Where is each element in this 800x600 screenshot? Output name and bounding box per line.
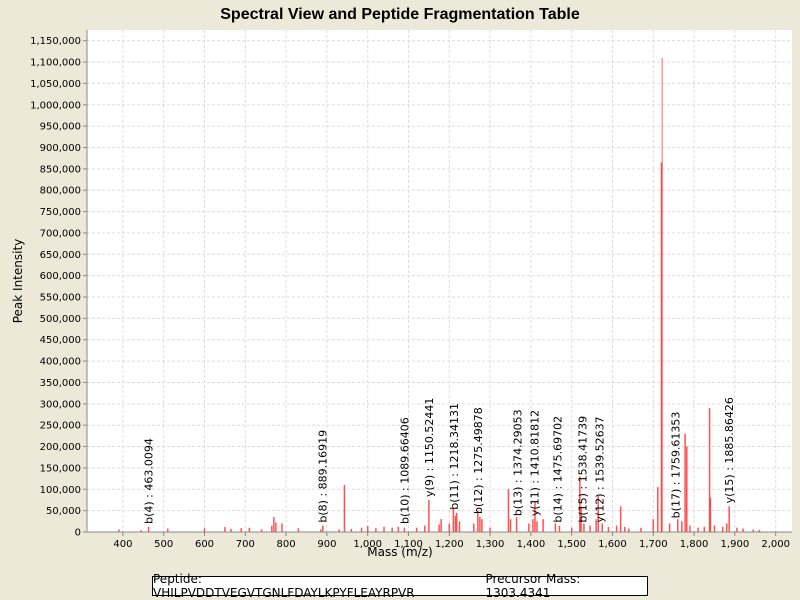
- x-tick-label: 500: [154, 539, 173, 550]
- y-tick-label: 400,000: [40, 357, 81, 368]
- x-tick-label: 1,000: [353, 539, 382, 550]
- y-tick-label: 900,000: [40, 143, 81, 154]
- x-tick-label: 400: [113, 539, 132, 550]
- fragment-annotation: y(11) : 1410.81812: [528, 410, 541, 516]
- y-tick-label: 600,000: [40, 271, 81, 282]
- fragment-annotation: b(10) : 1089.66406: [398, 417, 411, 524]
- y-tick-label: 1,150,000: [30, 36, 81, 47]
- x-tick-label: 1,700: [639, 539, 668, 550]
- y-tick-label: 350,000: [40, 378, 81, 389]
- x-tick-label: 1,400: [517, 539, 546, 550]
- y-tick-label: 1,050,000: [30, 79, 81, 90]
- fragment-annotation: b(14) : 1475.69702: [551, 416, 564, 523]
- x-tick-label: 900: [317, 539, 336, 550]
- x-tick-label: 1,200: [435, 539, 464, 550]
- x-tick-label: 800: [277, 539, 296, 550]
- y-tick-label: 50,000: [46, 506, 81, 517]
- x-tick-label: 1,800: [680, 539, 709, 550]
- axes: 400 500 600 700 800 900 1,000 1,100 1,200 1,300 1,…: [30, 30, 792, 550]
- x-tick-label: 700: [236, 539, 255, 550]
- x-tick-label: 1,500: [557, 539, 586, 550]
- peptide-sequence: Peptide: VHILPVDDTVEGVTGNLFDAYLKPYFLEAYR…: [153, 572, 415, 600]
- y-tick-label: 150,000: [40, 463, 81, 474]
- x-tick-label: 1,100: [394, 539, 423, 550]
- x-tick-label: 1,300: [476, 539, 505, 550]
- x-tick-label: 1,600: [598, 539, 627, 550]
- peptide-info-box: Peptide: VHILPVDDTVEGVTGNLFDAYLKPYFLEAYR…: [152, 572, 648, 600]
- y-tick-label: 300,000: [40, 399, 81, 410]
- x-tick-label: 2,000: [761, 539, 790, 550]
- y-tick-label: 750,000: [40, 207, 81, 218]
- y-tick-label: 1,100,000: [30, 58, 81, 69]
- chart-title: Spectral View and Peptide Fragmentation …: [220, 6, 580, 23]
- y-tick-label: 950,000: [40, 122, 81, 133]
- fragment-annotation: y(12) : 1539.52637: [594, 416, 607, 522]
- y-tick-label: 850,000: [40, 164, 81, 175]
- x-axis-label: Mass (m/z): [367, 545, 432, 559]
- y-tick-label: 800,000: [40, 186, 81, 197]
- fragment-annotation: b(11) : 1218.34131: [448, 403, 461, 510]
- peaks: [118, 57, 761, 532]
- fragment-annotation: b(13) : 1374.29053: [511, 409, 524, 516]
- fragment-annotation: b(8) : 889.16919: [316, 430, 329, 523]
- y-tick-label: 0: [75, 528, 81, 539]
- y-tick-label: 250,000: [40, 421, 81, 432]
- y-tick-label: 650,000: [40, 250, 81, 261]
- fragment-annotation: b(17) : 1759.61353: [670, 412, 683, 519]
- grid: [87, 30, 792, 533]
- x-tick-label: 600: [195, 539, 214, 550]
- fragment-annotation: y(15) : 1885.86426: [723, 397, 736, 503]
- x-tick-label: 1,900: [721, 539, 750, 550]
- y-tick-label: 1,000,000: [30, 100, 81, 111]
- y-tick-label: 200,000: [40, 442, 81, 453]
- precursor-mass: Precursor Mass: 1303.4341: [485, 572, 581, 600]
- y-tick-label: 700,000: [40, 228, 81, 239]
- spectrum-chart: Spectral View and Peptide Fragmentation …: [11, 6, 792, 559]
- y-tick-label: 500,000: [40, 314, 81, 325]
- y-tick-label: 450,000: [40, 335, 81, 346]
- fragment-annotation: y(9) : 1150.52441: [423, 398, 436, 497]
- fragment-annotation: b(15) : 1538.41739: [577, 416, 590, 523]
- y-tick-label: 100,000: [40, 485, 81, 496]
- fragment-annotation: b(4) : 463.0094: [143, 438, 156, 524]
- fragment-annotation: b(12) : 1275.49878: [472, 407, 485, 514]
- y-tick-label: 550,000: [40, 293, 81, 304]
- annotations: b(4) : 463.0094 b(8) : 889.16919 b(10) : 1…: [143, 397, 736, 524]
- y-axis-label: Peak Intensity: [11, 239, 25, 324]
